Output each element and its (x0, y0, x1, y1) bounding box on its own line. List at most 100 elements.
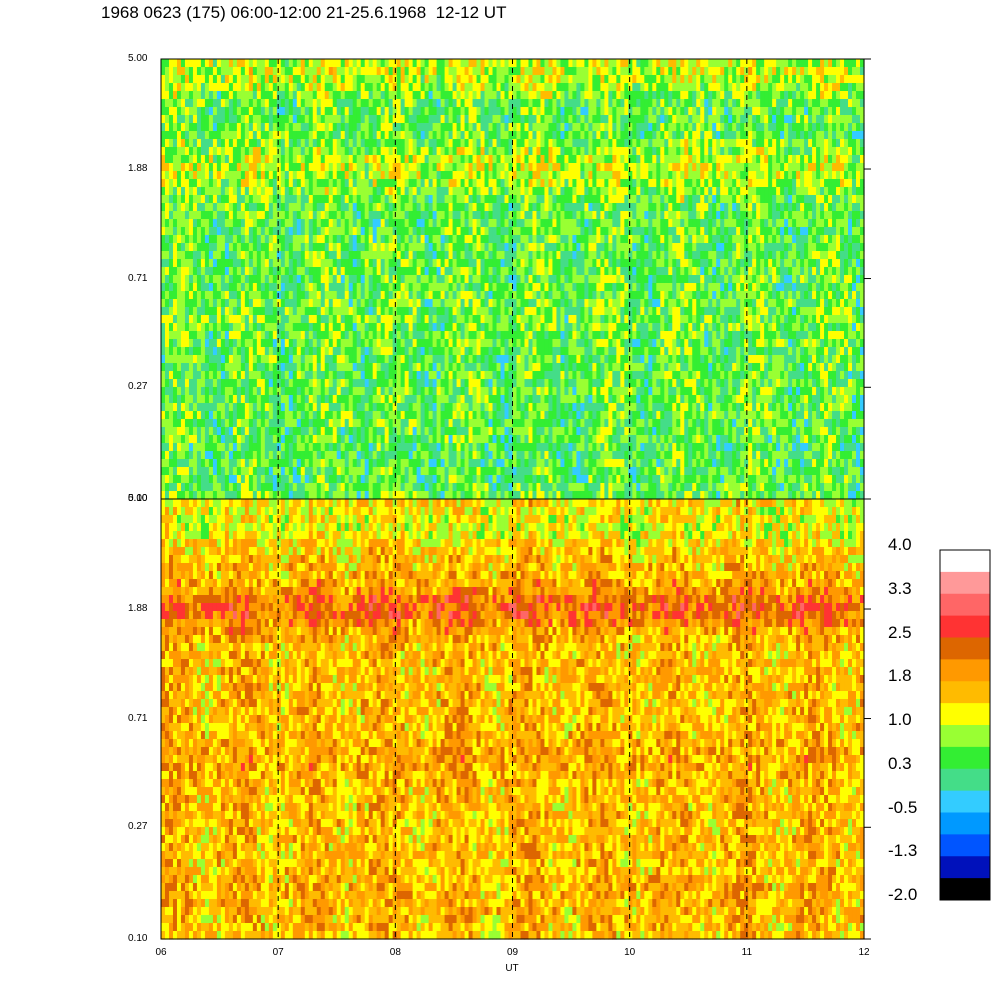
heatmap-cell (584, 91, 589, 100)
heatmap-cell (505, 195, 510, 204)
heatmap-cell (293, 107, 298, 116)
heatmap-cell (800, 139, 805, 148)
heatmap-cell (329, 115, 334, 124)
heatmap-cell (676, 67, 681, 76)
heatmap-cell (493, 163, 498, 172)
heatmap-cell (181, 155, 186, 164)
heatmap-cell (465, 107, 470, 116)
heatmap-cell (804, 155, 809, 164)
heatmap-cell (501, 179, 506, 188)
heatmap-cell (497, 179, 502, 188)
heatmap-cell (708, 163, 713, 172)
heatmap-cell (816, 99, 821, 108)
heatmap-cell (261, 171, 266, 180)
heatmap-cell (568, 83, 573, 92)
heatmap-cell (580, 179, 585, 188)
heatmap-cell (780, 107, 785, 116)
heatmap-cell (237, 67, 242, 76)
heatmap-cell (489, 91, 494, 100)
heatmap-cell (604, 67, 609, 76)
heatmap-cell (285, 147, 290, 156)
heatmap-cell (261, 147, 266, 156)
heatmap-cell (341, 131, 346, 140)
heatmap-cell (345, 115, 350, 124)
heatmap-cell (229, 179, 234, 188)
heatmap-cell (656, 83, 661, 92)
heatmap-cell (680, 195, 685, 204)
heatmap-cell (169, 147, 174, 156)
heatmap-cell (461, 67, 466, 76)
heatmap-cell (644, 123, 649, 132)
heatmap-cell (201, 83, 206, 92)
heatmap-cell (337, 203, 342, 212)
heatmap-cell (600, 107, 605, 116)
heatmap-cell (584, 67, 589, 76)
heatmap-cell (796, 107, 801, 116)
heatmap-cell (708, 155, 713, 164)
heatmap-cell (556, 179, 561, 188)
heatmap-cell (429, 75, 434, 84)
heatmap-cell (321, 131, 326, 140)
heatmap-cell (540, 75, 545, 84)
heatmap-cell (449, 131, 454, 140)
heatmap-cell (520, 75, 525, 84)
heatmap-cell (688, 171, 693, 180)
heatmap-cell (644, 91, 649, 100)
heatmap-cell (305, 75, 310, 84)
heatmap-cell (616, 59, 621, 68)
heatmap-cell (449, 115, 454, 124)
heatmap-cell (572, 115, 577, 124)
heatmap-cell (433, 195, 438, 204)
heatmap-cell (313, 171, 318, 180)
heatmap-cell (285, 139, 290, 148)
heatmap-cell (329, 155, 334, 164)
heatmap-cell (528, 115, 533, 124)
heatmap-cell (401, 147, 406, 156)
heatmap-cell (201, 107, 206, 116)
heatmap-cell (832, 59, 837, 68)
heatmap-cell (820, 91, 825, 100)
heatmap-cell (445, 195, 450, 204)
heatmap-cell (401, 139, 406, 148)
heatmap-cell (273, 171, 278, 180)
heatmap-cell (449, 155, 454, 164)
heatmap-cell (552, 123, 557, 132)
heatmap-cell (437, 59, 442, 68)
heatmap-cell (812, 99, 817, 108)
heatmap-cell (381, 75, 386, 84)
heatmap-cell (453, 115, 458, 124)
heatmap-cell (213, 99, 218, 108)
heatmap-cell (672, 163, 677, 172)
heatmap-cell (608, 163, 613, 172)
heatmap-cell (365, 187, 370, 196)
heatmap-cell (397, 99, 402, 108)
heatmap-cell (772, 59, 777, 68)
heatmap-cell (736, 91, 741, 100)
heatmap-cell (473, 131, 478, 140)
heatmap-cell (293, 203, 298, 212)
heatmap-cell (656, 139, 661, 148)
heatmap-cell (197, 187, 202, 196)
heatmap-cell (337, 115, 342, 124)
heatmap-cell (465, 187, 470, 196)
heatmap-cell (784, 67, 789, 76)
heatmap-cell (520, 131, 525, 140)
heatmap-cell (636, 131, 641, 140)
heatmap-cell (604, 107, 609, 116)
heatmap-cell (572, 179, 577, 188)
heatmap-cell (576, 67, 581, 76)
heatmap-cell (477, 171, 482, 180)
heatmap-cell (501, 67, 506, 76)
heatmap-cell (221, 59, 226, 68)
heatmap-cell (325, 203, 330, 212)
heatmap-cell (640, 163, 645, 172)
heatmap-cell (664, 195, 669, 204)
heatmap-cell (620, 163, 625, 172)
heatmap-cell (608, 123, 613, 132)
heatmap-cell (596, 139, 601, 148)
heatmap-cell (748, 91, 753, 100)
heatmap-cell (461, 139, 466, 148)
heatmap-cell (405, 107, 410, 116)
heatmap-cell (556, 195, 561, 204)
heatmap-cell (361, 59, 366, 68)
